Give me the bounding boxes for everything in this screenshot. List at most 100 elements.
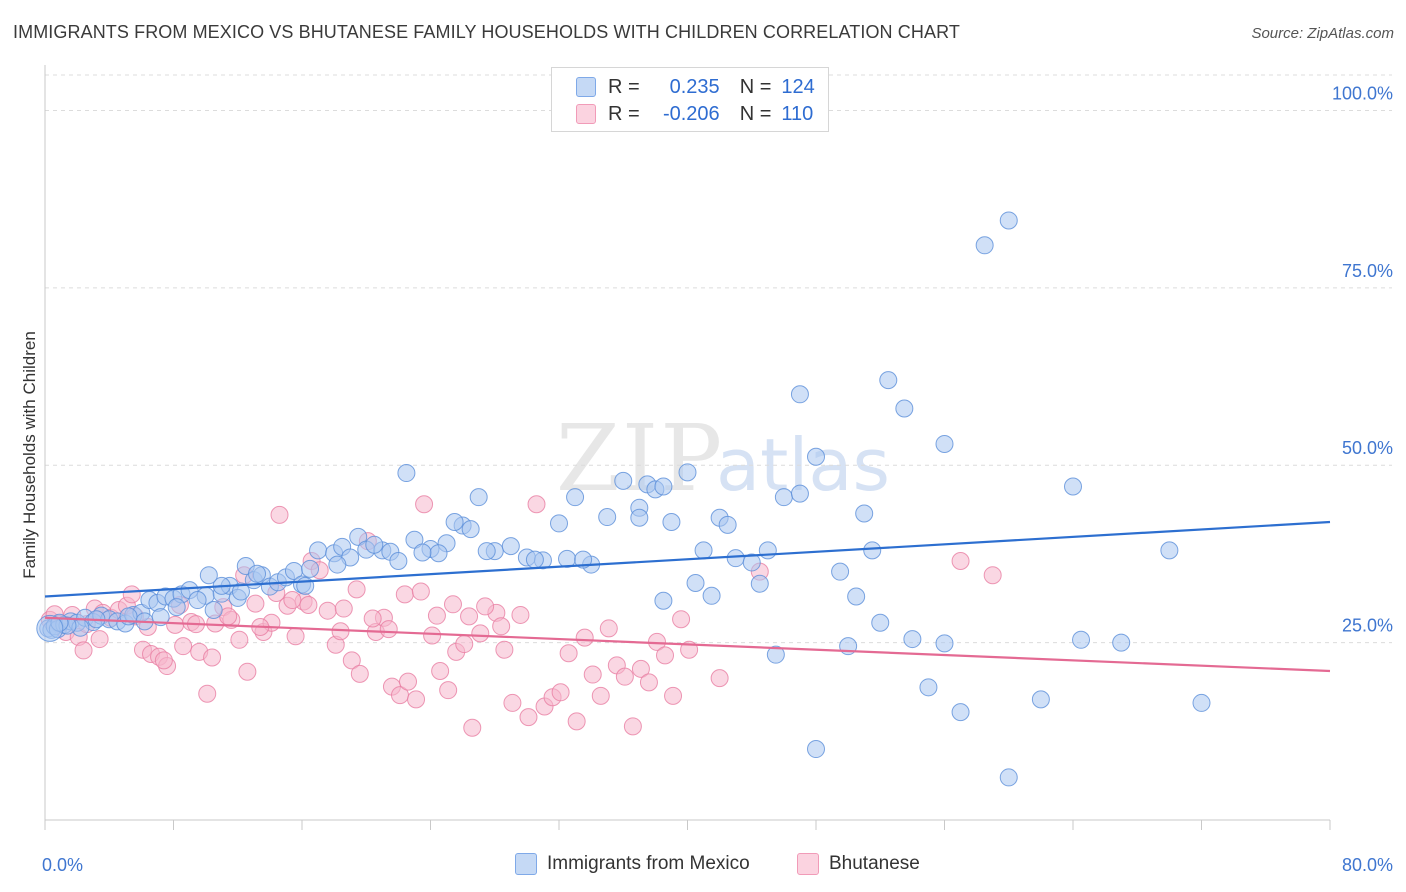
stats-n-value: 124	[781, 75, 815, 98]
bhutanese-point	[74, 641, 93, 660]
bhutanese-point	[174, 637, 193, 656]
mexico-point	[1160, 541, 1179, 560]
mexico-point	[694, 541, 713, 560]
legend-swatch-mexico	[515, 853, 537, 875]
mexico-point	[248, 564, 267, 583]
bhutanese-point	[286, 627, 305, 646]
legend-label-mexico: Immigrants from Mexico	[547, 853, 750, 874]
mexico-point	[879, 371, 898, 390]
mexico-point	[405, 530, 424, 549]
bhutanese-point	[623, 717, 642, 736]
mexico-point	[975, 236, 994, 255]
bhutanese-point	[90, 630, 109, 649]
bhutanese-point	[443, 595, 462, 614]
mexico-point	[758, 541, 777, 560]
mexico-point	[935, 434, 954, 453]
y-tick-label: 75.0%	[1342, 261, 1393, 281]
mexico-point	[167, 598, 186, 617]
mexico-point	[525, 550, 544, 569]
bhutanese-point	[599, 619, 618, 638]
stats-n-label: N =	[739, 75, 772, 98]
chart-title: IMMIGRANTS FROM MEXICO VS BHUTANESE FAMI…	[13, 22, 960, 42]
stats-n-label: N =	[739, 102, 772, 125]
y-tick-label: 50.0%	[1342, 438, 1393, 458]
mexico-point	[1112, 633, 1131, 652]
x-tick-label: 0.0%	[42, 855, 83, 875]
bhutanese-point	[471, 624, 490, 643]
mexico-point	[614, 471, 633, 490]
bhutanese-point	[511, 605, 530, 624]
bhutanese-point	[122, 585, 141, 604]
mexico-point	[807, 447, 825, 466]
mexico-point	[774, 488, 793, 507]
bhutanese-point	[350, 664, 369, 683]
mexico-point	[807, 740, 825, 759]
bhutanese-point	[495, 640, 514, 659]
mexico-point	[766, 645, 785, 664]
bhutanese-point	[951, 552, 970, 571]
bhutanese-point	[431, 662, 450, 680]
mexico-point	[871, 613, 890, 632]
bhutanese-point	[503, 693, 522, 712]
mexico-point	[847, 587, 866, 606]
bhutanese-point	[347, 580, 366, 599]
bhutanese-point	[395, 585, 414, 604]
y-tick-label: 25.0%	[1342, 616, 1393, 636]
stats-swatch-bhutanese	[576, 104, 596, 124]
bhutanese-point	[527, 495, 546, 514]
bhutanese-point	[983, 566, 1002, 585]
bhutanese-point	[334, 599, 353, 618]
mexico-point	[397, 464, 416, 483]
bhutanese-point	[423, 626, 442, 645]
bhutanese-point	[455, 635, 474, 654]
mexico-point	[790, 484, 809, 503]
legend-label-bhutanese: Bhutanese	[829, 853, 920, 874]
mexico-point	[726, 549, 745, 568]
mexico-point	[999, 211, 1018, 230]
stats-r-label: R =	[608, 102, 640, 125]
bhutanese-point	[463, 718, 482, 737]
bhutanese-point	[407, 690, 426, 709]
mexico-point	[654, 477, 673, 496]
bhutanese-point	[672, 610, 691, 629]
bhutanese-point	[710, 669, 729, 688]
stats-row-mexico: R = 0.235 N = 124	[576, 75, 815, 99]
mexico-point	[790, 385, 809, 404]
mexico-point	[301, 559, 320, 578]
legend-item-bhutanese[interactable]: Bhutanese	[797, 851, 920, 877]
mexico-point	[188, 591, 207, 610]
stats-r-value: -0.206	[662, 102, 720, 125]
bhutanese-point	[246, 594, 265, 613]
legend-swatch-bhutanese	[797, 853, 819, 875]
stats-r-value: 0.235	[669, 75, 720, 98]
mexico-point	[574, 550, 593, 569]
bhutanese-point	[639, 673, 658, 692]
mexico-point	[895, 399, 914, 418]
bhutanese-point	[415, 495, 434, 514]
mexico-point	[630, 508, 649, 527]
mexico-point	[445, 513, 464, 531]
mexico-point	[461, 520, 480, 539]
bhutanese-point	[342, 651, 361, 670]
mexico-point	[199, 566, 218, 585]
bhutanese-point	[559, 644, 578, 663]
mexico-point	[831, 562, 850, 581]
mexico-point	[204, 600, 223, 619]
source-label: Source: ZipAtlas.com	[1251, 25, 1394, 42]
mexico-point	[935, 634, 954, 653]
y-tick-label: 100.0%	[1332, 83, 1393, 103]
stats-n-value: 110	[781, 102, 814, 125]
bhutanese-point	[519, 708, 538, 727]
mexico-point	[1031, 690, 1050, 709]
mexico-point	[654, 591, 673, 610]
mexico-point	[750, 574, 769, 593]
mexico-point	[296, 576, 315, 595]
bhutanese-point	[198, 684, 217, 703]
bhutanese-point	[567, 712, 586, 731]
mexico-point	[365, 535, 384, 554]
legend-item-mexico[interactable]: Immigrants from Mexico	[515, 851, 750, 877]
mexico-point	[309, 541, 328, 560]
bhutanese-point	[411, 582, 430, 601]
mexico-point	[469, 488, 488, 507]
